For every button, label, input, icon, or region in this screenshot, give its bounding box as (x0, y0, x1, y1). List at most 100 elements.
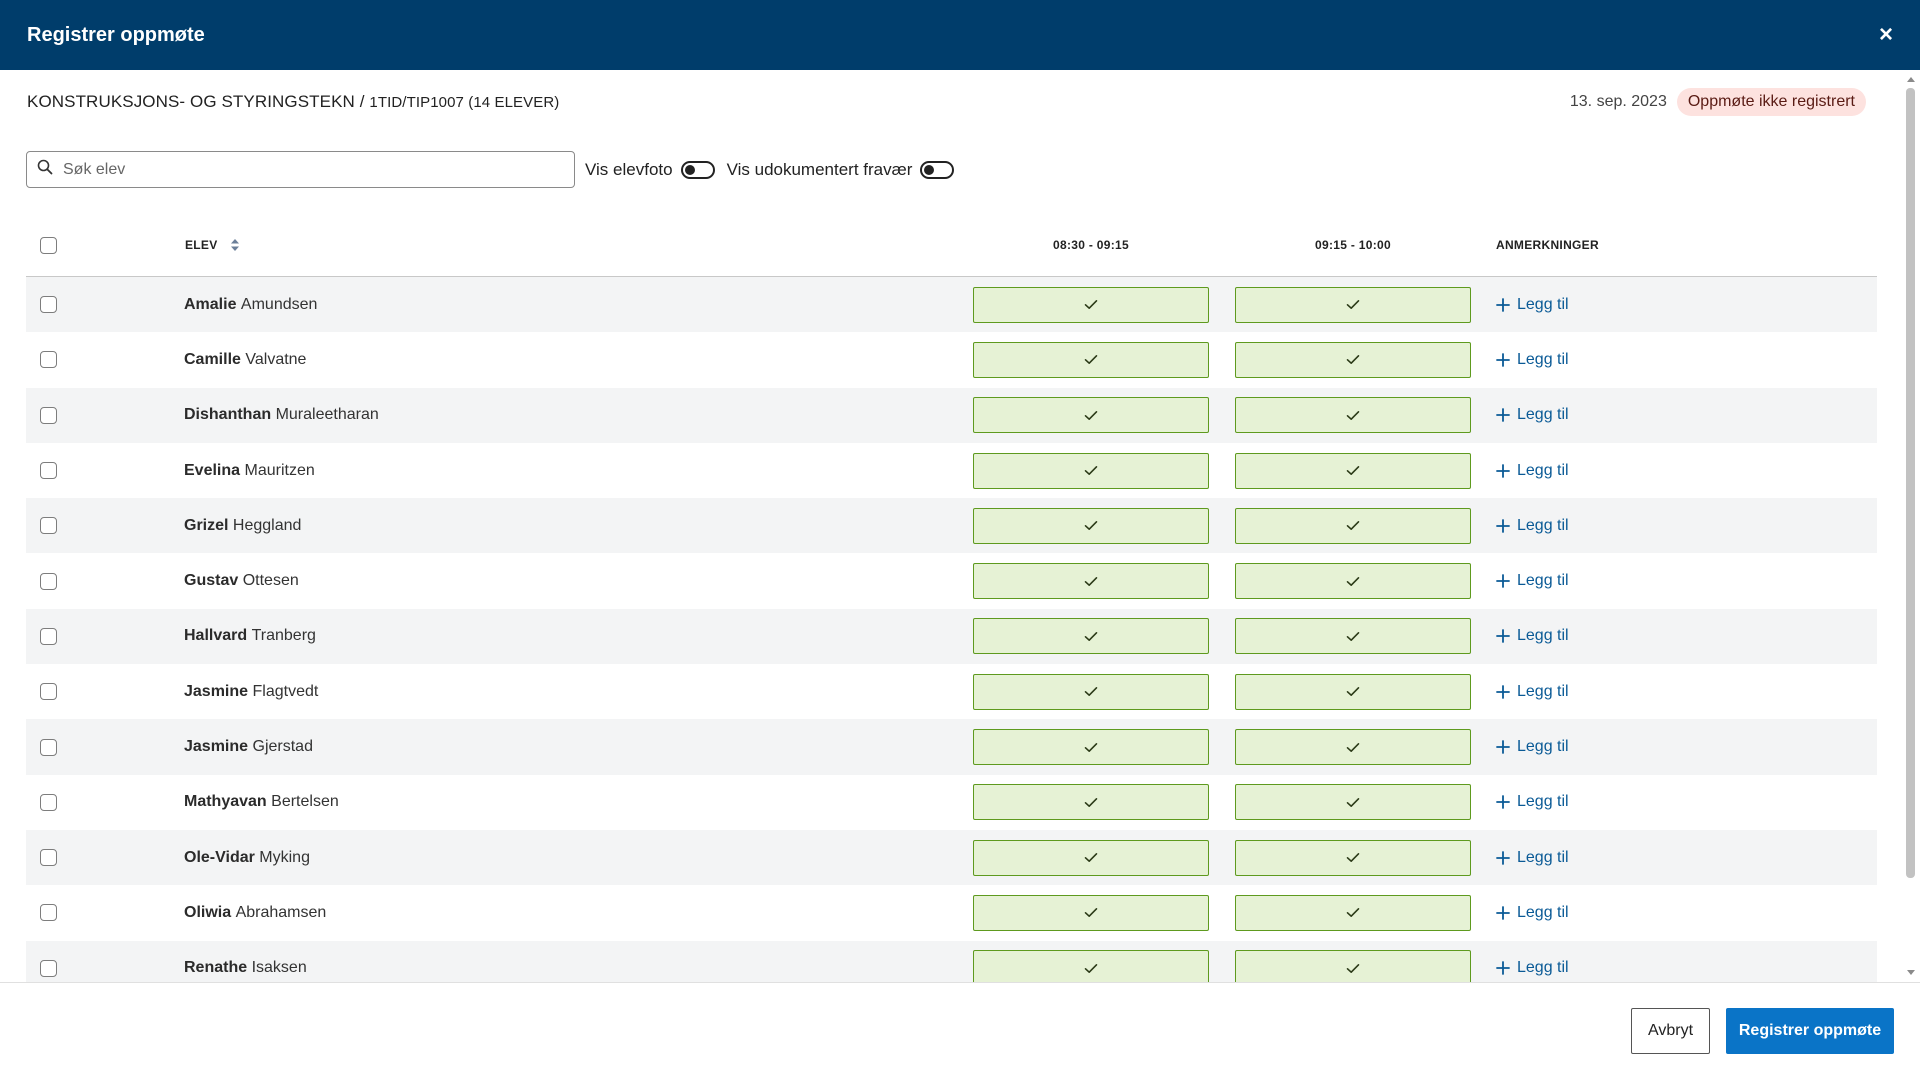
row-checkbox[interactable] (40, 572, 57, 590)
attendance-slot1-button[interactable] (973, 784, 1209, 821)
add-remark-button[interactable]: Legg til (1496, 443, 1569, 498)
search-icon (37, 159, 53, 180)
table-body: Amalie Amundsen Legg til Camille Valvatne L… (26, 277, 1877, 1043)
attendance-slot1-button[interactable] (973, 673, 1209, 710)
scroll-up-icon[interactable] (1907, 77, 1915, 82)
slot2-cell (1235, 830, 1471, 885)
attendance-slot2-button[interactable] (1235, 784, 1471, 821)
attendance-slot2-button[interactable] (1235, 618, 1471, 655)
attendance-slot1-button[interactable] (973, 894, 1209, 931)
register-attendance-button[interactable]: Registrer oppmøte (1726, 1008, 1894, 1054)
close-icon[interactable]: × (1878, 21, 1893, 48)
row-checkbox[interactable] (40, 462, 57, 480)
attendance-slot2-button[interactable] (1235, 563, 1471, 600)
attendance-slot2-button[interactable] (1235, 894, 1471, 931)
search-input[interactable] (61, 159, 564, 180)
attendance-slot1-button[interactable] (973, 563, 1209, 600)
slot2-cell (1235, 553, 1471, 608)
table-row: Grizel Heggland Legg til (26, 498, 1877, 554)
attendance-slot1-button[interactable] (973, 729, 1209, 766)
table-row: Jasmine Flagtvedt Legg til (26, 664, 1877, 719)
slot1-cell (973, 719, 1209, 774)
check-icon (1084, 742, 1098, 753)
attendance-slot2-button[interactable] (1235, 397, 1471, 434)
slot2-cell (1235, 277, 1471, 332)
select-all-checkbox[interactable] (40, 236, 57, 254)
add-remark-button[interactable]: Legg til (1496, 830, 1569, 885)
attendance-slot1-button[interactable] (973, 950, 1209, 987)
attendance-slot1-button[interactable] (973, 286, 1209, 323)
plus-icon (1496, 961, 1510, 976)
row-checkbox[interactable] (40, 738, 57, 756)
attendance-slot2-button[interactable] (1235, 950, 1471, 987)
attendance-slot1-button[interactable] (973, 397, 1209, 434)
add-remark-button[interactable]: Legg til (1496, 941, 1569, 996)
check-icon (1346, 520, 1360, 531)
row-checkbox[interactable] (40, 793, 57, 811)
course-code: 1TID/TIP1007 (14 ELEVER) (369, 94, 560, 111)
row-checkbox[interactable] (40, 351, 57, 369)
attendance-slot1-button[interactable] (973, 341, 1209, 378)
cancel-button[interactable]: Avbryt (1631, 1008, 1710, 1054)
table-row: Jasmine Gjerstad Legg til (26, 719, 1877, 775)
add-remark-label: Legg til (1517, 793, 1569, 811)
row-checkbox[interactable] (40, 959, 57, 977)
attendance-slot2-button[interactable] (1235, 286, 1471, 323)
attendance-slot1-button[interactable] (973, 507, 1209, 544)
search-box[interactable] (26, 151, 575, 188)
student-last-name: Flagtvedt (252, 682, 319, 700)
check-icon (1084, 907, 1098, 918)
add-remark-label: Legg til (1517, 738, 1569, 756)
plus-icon (1496, 850, 1510, 865)
add-remark-button[interactable]: Legg til (1496, 609, 1569, 664)
row-checkbox[interactable] (40, 627, 57, 645)
add-remark-button[interactable]: Legg til (1496, 388, 1569, 443)
slot2-cell (1235, 719, 1471, 774)
row-checkbox[interactable] (40, 517, 57, 535)
add-remark-button[interactable]: Legg til (1496, 885, 1569, 940)
check-icon (1346, 465, 1360, 476)
check-icon (1084, 631, 1098, 642)
attendance-slot1-button[interactable] (973, 839, 1209, 876)
slot2-cell (1235, 941, 1471, 996)
check-icon (1346, 354, 1360, 365)
table-row: Dishanthan Muraleetharan Legg til (26, 387, 1877, 443)
attendance-slot2-button[interactable] (1235, 341, 1471, 378)
attendance-slot1-button[interactable] (973, 452, 1209, 489)
row-checkbox[interactable] (40, 406, 57, 424)
dialog-title: Registrer oppmøte (27, 23, 205, 46)
row-checkbox[interactable] (40, 683, 57, 701)
row-checkbox[interactable] (40, 904, 57, 922)
add-remark-button[interactable]: Legg til (1496, 332, 1569, 387)
row-select-cell (40, 443, 57, 498)
add-remark-button[interactable]: Legg til (1496, 664, 1569, 719)
attendance-slot2-button[interactable] (1235, 729, 1471, 766)
check-icon (1346, 576, 1360, 587)
plus-icon (1496, 740, 1510, 754)
attendance-slot2-button[interactable] (1235, 673, 1471, 710)
add-remark-button[interactable]: Legg til (1496, 553, 1569, 608)
scrollbar-thumb[interactable] (1906, 88, 1915, 878)
add-remark-button[interactable]: Legg til (1496, 277, 1569, 332)
attendance-slot2-button[interactable] (1235, 452, 1471, 489)
scroll-down-icon[interactable] (1907, 970, 1915, 975)
student-last-name: Amundsen (240, 295, 318, 313)
add-remark-button[interactable]: Legg til (1496, 719, 1569, 774)
add-remark-button[interactable]: Legg til (1496, 775, 1569, 830)
scrollbar[interactable] (1902, 70, 1920, 982)
student-last-name: Abrahamsen (235, 903, 327, 921)
plus-icon (1496, 574, 1510, 589)
sort-icon[interactable] (230, 238, 240, 252)
attendance-slot1-button[interactable] (973, 618, 1209, 655)
lesson-date: 13. sep. 2023 (1569, 93, 1667, 110)
row-checkbox[interactable] (40, 296, 57, 314)
row-select-cell (40, 609, 57, 664)
attendance-slot2-button[interactable] (1235, 507, 1471, 544)
add-remark-button[interactable]: Legg til (1496, 498, 1569, 553)
show-undocumented-toggle[interactable] (920, 160, 955, 179)
attendance-slot2-button[interactable] (1235, 839, 1471, 876)
row-checkbox[interactable] (40, 849, 57, 867)
show-photo-toggle[interactable] (680, 160, 715, 179)
student-column-header[interactable]: ELEV (185, 214, 240, 276)
plus-icon (1496, 408, 1510, 423)
